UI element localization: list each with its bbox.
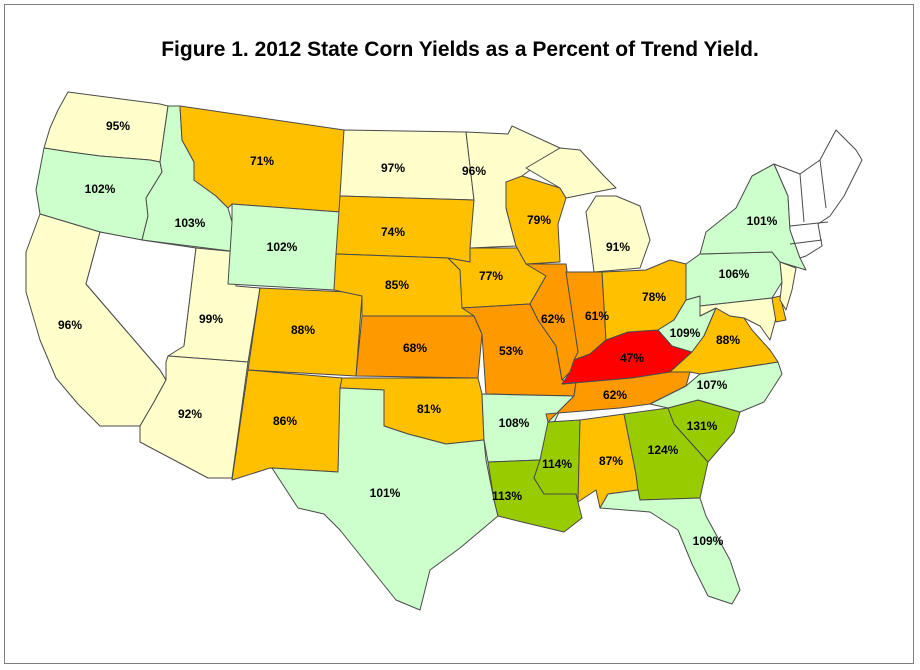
state-delaware xyxy=(771,295,787,323)
label-KS: 68% xyxy=(403,341,427,355)
label-CA: 96% xyxy=(58,318,82,332)
state-border-ct-ri xyxy=(789,239,823,245)
label-SC: 131% xyxy=(687,419,718,433)
label-WY: 102% xyxy=(267,240,298,254)
label-MS: 114% xyxy=(542,457,572,471)
state-florida xyxy=(599,489,741,605)
label-NM: 86% xyxy=(273,414,297,428)
state-wisconsin xyxy=(505,175,567,265)
label-ID: 103% xyxy=(175,216,206,230)
label-GA: 124% xyxy=(648,443,679,457)
label-ND: 97% xyxy=(381,161,405,175)
label-LA: 113% xyxy=(492,489,522,503)
label-OH: 78% xyxy=(642,290,666,304)
label-UT: 99% xyxy=(199,312,223,326)
state-colorado xyxy=(247,287,363,377)
state-border-vt-nh xyxy=(799,173,805,223)
state-virginia xyxy=(669,307,779,375)
state-arizona xyxy=(139,355,249,479)
state-border-nh-me xyxy=(819,159,827,209)
label-TX: 101% xyxy=(370,486,401,500)
state-north-dakota xyxy=(339,129,475,201)
label-FL: 109% xyxy=(693,534,724,548)
label-WI: 79% xyxy=(527,213,551,227)
state-michigan-upper xyxy=(525,147,617,199)
state-texas xyxy=(271,387,499,611)
label-VA: 88% xyxy=(716,333,740,347)
state-new-england xyxy=(773,129,863,259)
label-MO: 53% xyxy=(499,344,523,358)
figure-title: Figure 1. 2012 State Corn Yields as a Pe… xyxy=(161,38,759,61)
label-NC: 107% xyxy=(697,378,728,392)
label-KY: 47% xyxy=(620,351,644,365)
label-MI: 91% xyxy=(606,240,630,254)
label-MT: 71% xyxy=(250,154,274,168)
label-TN: 62% xyxy=(603,388,627,402)
state-wyoming xyxy=(227,203,341,291)
label-WV: 109% xyxy=(670,326,701,340)
label-SD: 74% xyxy=(381,225,405,239)
state-michigan xyxy=(585,195,651,273)
state-new-jersey xyxy=(779,261,797,311)
label-NY: 101% xyxy=(747,214,778,228)
label-IN: 61% xyxy=(585,309,609,323)
label-OR: 102% xyxy=(85,182,116,196)
label-PA: 106% xyxy=(719,267,750,281)
label-NE: 85% xyxy=(385,278,409,292)
label-IA: 77% xyxy=(479,269,503,283)
label-WA: 95% xyxy=(106,119,130,133)
state-border-ma xyxy=(789,221,829,227)
label-CO: 88% xyxy=(291,323,315,337)
label-AR: 108% xyxy=(499,416,530,430)
label-MN: 96% xyxy=(462,164,486,178)
label-AZ: 92% xyxy=(178,407,202,421)
label-IL: 62% xyxy=(541,312,565,326)
label-OK: 81% xyxy=(417,402,441,416)
state-kansas xyxy=(355,315,483,379)
label-AL: 87% xyxy=(599,454,623,468)
